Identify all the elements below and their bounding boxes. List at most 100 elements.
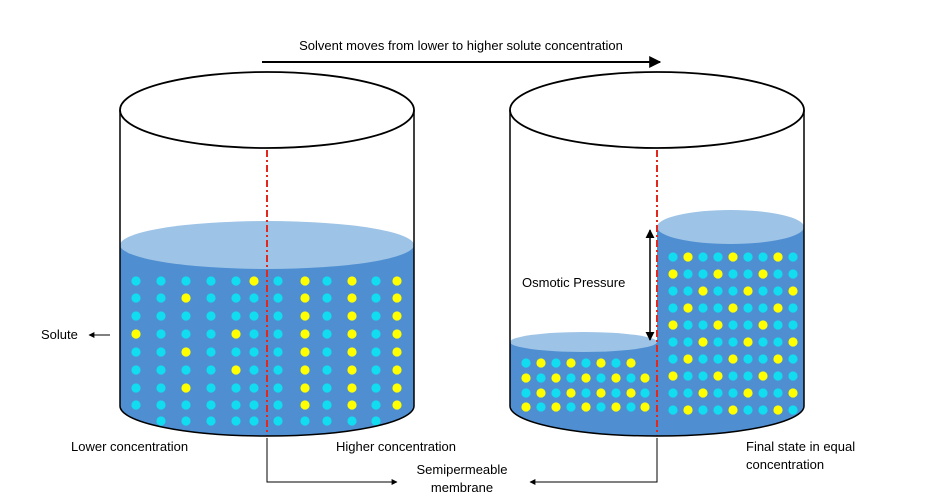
solute-particle	[347, 365, 357, 375]
right-water-high-body	[657, 227, 804, 436]
solvent-particle	[231, 276, 241, 286]
solute-particle	[788, 388, 798, 398]
solute-particle	[347, 329, 357, 339]
solute-particle	[611, 402, 621, 412]
solvent-particle	[249, 383, 259, 393]
solvent-particle	[698, 371, 708, 381]
solvent-particle	[683, 388, 693, 398]
solvent-particle	[713, 252, 723, 262]
solvent-particle	[322, 400, 332, 410]
solvent-particle	[273, 329, 283, 339]
solvent-particle	[668, 286, 678, 296]
solute-particle	[698, 337, 708, 347]
solvent-particle	[156, 276, 166, 286]
solvent-particle	[273, 347, 283, 357]
solute-particle	[596, 388, 606, 398]
solvent-particle	[758, 405, 768, 415]
solute-particle	[713, 320, 723, 330]
solute-particle	[300, 276, 310, 286]
solute-particle	[758, 320, 768, 330]
solute-particle	[668, 269, 678, 279]
solvent-particle	[206, 347, 216, 357]
solvent-particle	[131, 400, 141, 410]
solvent-particle	[713, 337, 723, 347]
solvent-particle	[536, 402, 546, 412]
solvent-particle	[322, 293, 332, 303]
solvent-particle	[566, 373, 576, 383]
solvent-particle	[668, 337, 678, 347]
solvent-particle	[788, 405, 798, 415]
solute-particle	[728, 354, 738, 364]
solvent-particle	[231, 293, 241, 303]
solvent-particle	[683, 286, 693, 296]
solvent-particle	[698, 252, 708, 262]
solvent-particle	[566, 402, 576, 412]
solute-particle	[773, 354, 783, 364]
solute-particle	[392, 311, 402, 321]
solvent-particle	[698, 303, 708, 313]
solvent-particle	[788, 320, 798, 330]
solvent-particle	[698, 269, 708, 279]
left-beaker-wall	[119, 110, 415, 437]
solvent-particle	[698, 320, 708, 330]
left-beaker-rim	[119, 71, 415, 149]
solvent-particle	[249, 311, 259, 321]
solute-particle	[728, 405, 738, 415]
right-particles	[521, 252, 798, 415]
final-state-label-line1: Final state in equal	[746, 439, 855, 454]
solute-particle	[521, 402, 531, 412]
solute-particle	[231, 365, 241, 375]
solvent-particle	[683, 269, 693, 279]
solvent-particle	[371, 329, 381, 339]
solvent-particle	[206, 416, 216, 426]
solvent-particle	[788, 269, 798, 279]
solvent-particle	[206, 311, 216, 321]
solvent-particle	[668, 405, 678, 415]
solvent-particle	[371, 383, 381, 393]
solvent-particle	[743, 354, 753, 364]
solute-particle	[392, 365, 402, 375]
solvent-particle	[131, 383, 141, 393]
solvent-particle	[743, 320, 753, 330]
solvent-particle	[273, 416, 283, 426]
solute-particle	[392, 400, 402, 410]
solute-particle	[668, 371, 678, 381]
solvent-particle	[273, 276, 283, 286]
solute-particle	[300, 311, 310, 321]
solute-particle	[668, 320, 678, 330]
solvent-particle	[371, 276, 381, 286]
solvent-particle	[371, 311, 381, 321]
solvent-particle	[773, 337, 783, 347]
solvent-particle	[536, 373, 546, 383]
solute-particle	[181, 293, 191, 303]
solute-particle	[683, 303, 693, 313]
solute-particle	[683, 252, 693, 262]
solute-particle	[743, 286, 753, 296]
solvent-particle	[758, 303, 768, 313]
solvent-particle	[131, 365, 141, 375]
solvent-particle	[640, 388, 650, 398]
solute-particle	[640, 402, 650, 412]
solute-particle	[566, 388, 576, 398]
solvent-particle	[156, 293, 166, 303]
solvent-particle	[728, 286, 738, 296]
solvent-particle	[758, 337, 768, 347]
solute-particle	[728, 252, 738, 262]
solvent-particle	[273, 293, 283, 303]
solvent-particle	[371, 400, 381, 410]
solvent-particle	[181, 416, 191, 426]
solvent-particle	[713, 286, 723, 296]
solvent-particle	[206, 293, 216, 303]
solute-particle	[773, 405, 783, 415]
solvent-particle	[698, 405, 708, 415]
solvent-particle	[668, 252, 678, 262]
solute-particle	[536, 358, 546, 368]
solvent-particle	[273, 383, 283, 393]
solvent-particle	[322, 311, 332, 321]
solvent-particle	[683, 371, 693, 381]
solute-particle	[347, 311, 357, 321]
solvent-particle	[743, 303, 753, 313]
right-beaker	[509, 71, 805, 437]
solvent-particle	[322, 347, 332, 357]
solute-particle	[581, 373, 591, 383]
